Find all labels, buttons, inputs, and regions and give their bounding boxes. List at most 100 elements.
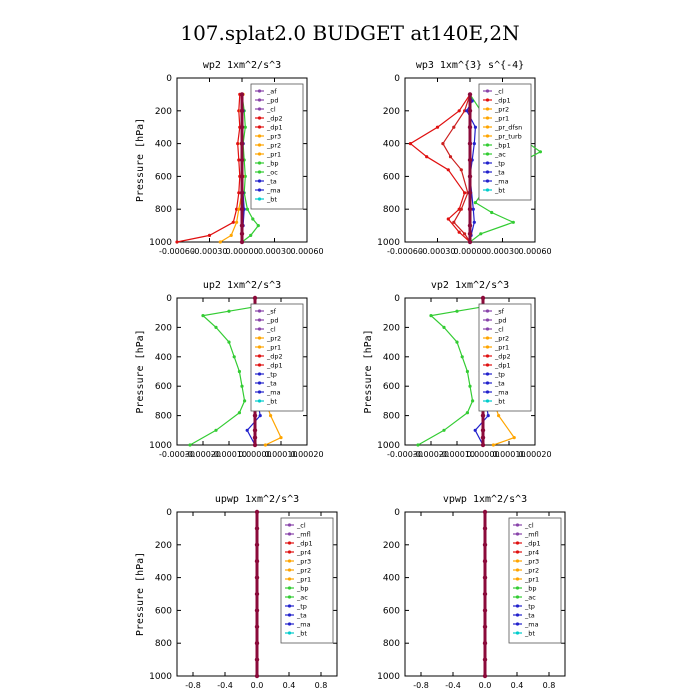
legend-marker xyxy=(485,188,490,192)
chart-panel-5: upwp 1xm^2/s^3 0 200 400 600 800 1000 -0.8 -0.4 0… xyxy=(135,494,338,690)
data-point xyxy=(512,436,516,440)
data-point xyxy=(236,142,240,146)
legend-label: _pr1 xyxy=(494,115,509,123)
data-point xyxy=(239,157,245,163)
series-line-bp xyxy=(241,94,260,243)
panel-title: wp2 1xm^2/s^3 xyxy=(203,60,281,71)
legend-marker xyxy=(485,98,490,102)
y-tick-label: 0 xyxy=(166,74,172,84)
data-point xyxy=(239,108,245,114)
x-tick-label: -0.00030 xyxy=(159,450,195,459)
y-tick-label: 400 xyxy=(155,574,172,584)
data-point xyxy=(459,207,463,211)
data-point xyxy=(252,295,258,301)
legend-label: _ta xyxy=(266,380,277,388)
data-point xyxy=(463,232,467,236)
legend-marker xyxy=(287,523,292,527)
panel-title: up2 1xm^2/s^3 xyxy=(203,280,281,291)
legend-marker xyxy=(515,568,520,572)
data-point xyxy=(497,414,501,418)
data-point xyxy=(429,314,433,318)
legend-label: _sf xyxy=(266,308,277,316)
data-point xyxy=(491,443,495,447)
legend-label: _ta xyxy=(524,612,535,620)
data-point xyxy=(214,325,218,329)
legend-label: _pd xyxy=(494,317,507,325)
y-tick-label: 0 xyxy=(394,508,400,518)
legend-label: _dp2 xyxy=(266,353,283,361)
legend-label: _bp1 xyxy=(494,142,511,150)
legend-marker xyxy=(257,309,262,313)
legend-label: _dp1 xyxy=(266,362,283,370)
data-point xyxy=(435,125,440,129)
legend-label: _bp xyxy=(296,585,309,593)
panel-title: vpwp 1xm^2/s^3 xyxy=(443,494,527,505)
x-tick-label: 0.0 xyxy=(251,681,264,690)
legend-marker xyxy=(485,381,490,385)
legend-label: _dp1 xyxy=(524,540,541,548)
x-tick-label: 0.00000 xyxy=(453,247,486,256)
panel-title: upwp 1xm^2/s^3 xyxy=(215,494,299,505)
legend-label: _bt xyxy=(494,398,505,406)
y-tick-label: 600 xyxy=(155,606,172,616)
y-tick-label: 0 xyxy=(166,508,172,518)
legend-box xyxy=(478,83,532,201)
data-point xyxy=(442,428,446,432)
chart-panel-3: up2 1xm^2/s^302004006008001000-0.00030-0… xyxy=(135,280,324,459)
x-tick-label: 0.4 xyxy=(511,681,524,690)
legend-label: _dp1 xyxy=(494,97,511,105)
y-tick-label: 200 xyxy=(155,107,172,117)
data-point xyxy=(482,624,488,629)
legend-marker xyxy=(515,541,520,545)
chart-panel-2: wp3 1xm^{3} s^{-4}02004006008001000-0.00… xyxy=(377,60,551,256)
plot-frame xyxy=(176,297,308,446)
y-tick-label: 200 xyxy=(383,107,400,117)
data-point xyxy=(254,591,260,597)
y-tick-label: 800 xyxy=(383,639,400,649)
x-tick-label: -0.00020 xyxy=(185,450,221,459)
legend-marker xyxy=(257,143,262,147)
legend-marker xyxy=(287,550,292,554)
data-point xyxy=(463,109,467,113)
legend-marker xyxy=(515,622,520,626)
legend-label: _pr2 xyxy=(266,335,281,343)
legend-label: _mfl xyxy=(524,531,539,539)
x-tick-label: 0.00010 xyxy=(492,450,525,459)
legend-label: _dp2 xyxy=(494,353,511,361)
data-point xyxy=(538,150,543,154)
data-point xyxy=(482,673,488,679)
legend-marker xyxy=(515,532,520,536)
data-point xyxy=(467,125,473,130)
legend-marker xyxy=(287,586,292,590)
legend-label: _pr2 xyxy=(494,106,509,114)
plot-frame xyxy=(404,297,536,446)
legend-marker xyxy=(257,125,262,129)
legend-marker xyxy=(257,197,262,201)
legend-marker xyxy=(485,354,490,358)
legend-label: _mfl xyxy=(296,531,311,539)
legend-label: _bt xyxy=(266,196,277,204)
data-point xyxy=(467,239,473,245)
x-tick-label: 0.00030 xyxy=(486,247,519,256)
y-tick-label: 1000 xyxy=(377,672,400,682)
data-point xyxy=(251,217,255,221)
data-point xyxy=(252,435,258,440)
data-point xyxy=(465,109,469,113)
data-point xyxy=(263,443,267,447)
y-axis-label: Pressure [hPa] xyxy=(135,329,146,413)
legend-label: _bt xyxy=(494,187,505,195)
legend-marker xyxy=(257,116,262,120)
data-point xyxy=(468,384,472,388)
data-point xyxy=(467,207,473,212)
x-tick-label: 0.8 xyxy=(543,681,556,690)
data-point xyxy=(245,428,249,432)
x-tick-label: 0.00060 xyxy=(518,247,551,256)
legend-label: _ta xyxy=(494,380,505,388)
y-tick-label: 0 xyxy=(394,74,400,84)
legend-label: _pr2 xyxy=(494,335,509,343)
legend-marker xyxy=(515,523,520,527)
data-point xyxy=(425,155,429,159)
panel-title: vp2 1xm^2/s^3 xyxy=(431,280,509,291)
legend-marker xyxy=(257,89,262,93)
